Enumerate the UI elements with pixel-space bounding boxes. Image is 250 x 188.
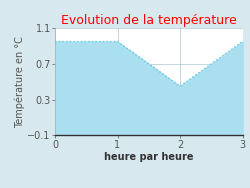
X-axis label: heure par heure: heure par heure [104, 152, 194, 162]
Y-axis label: Température en °C: Température en °C [14, 36, 25, 128]
Title: Evolution de la température: Evolution de la température [61, 14, 236, 27]
